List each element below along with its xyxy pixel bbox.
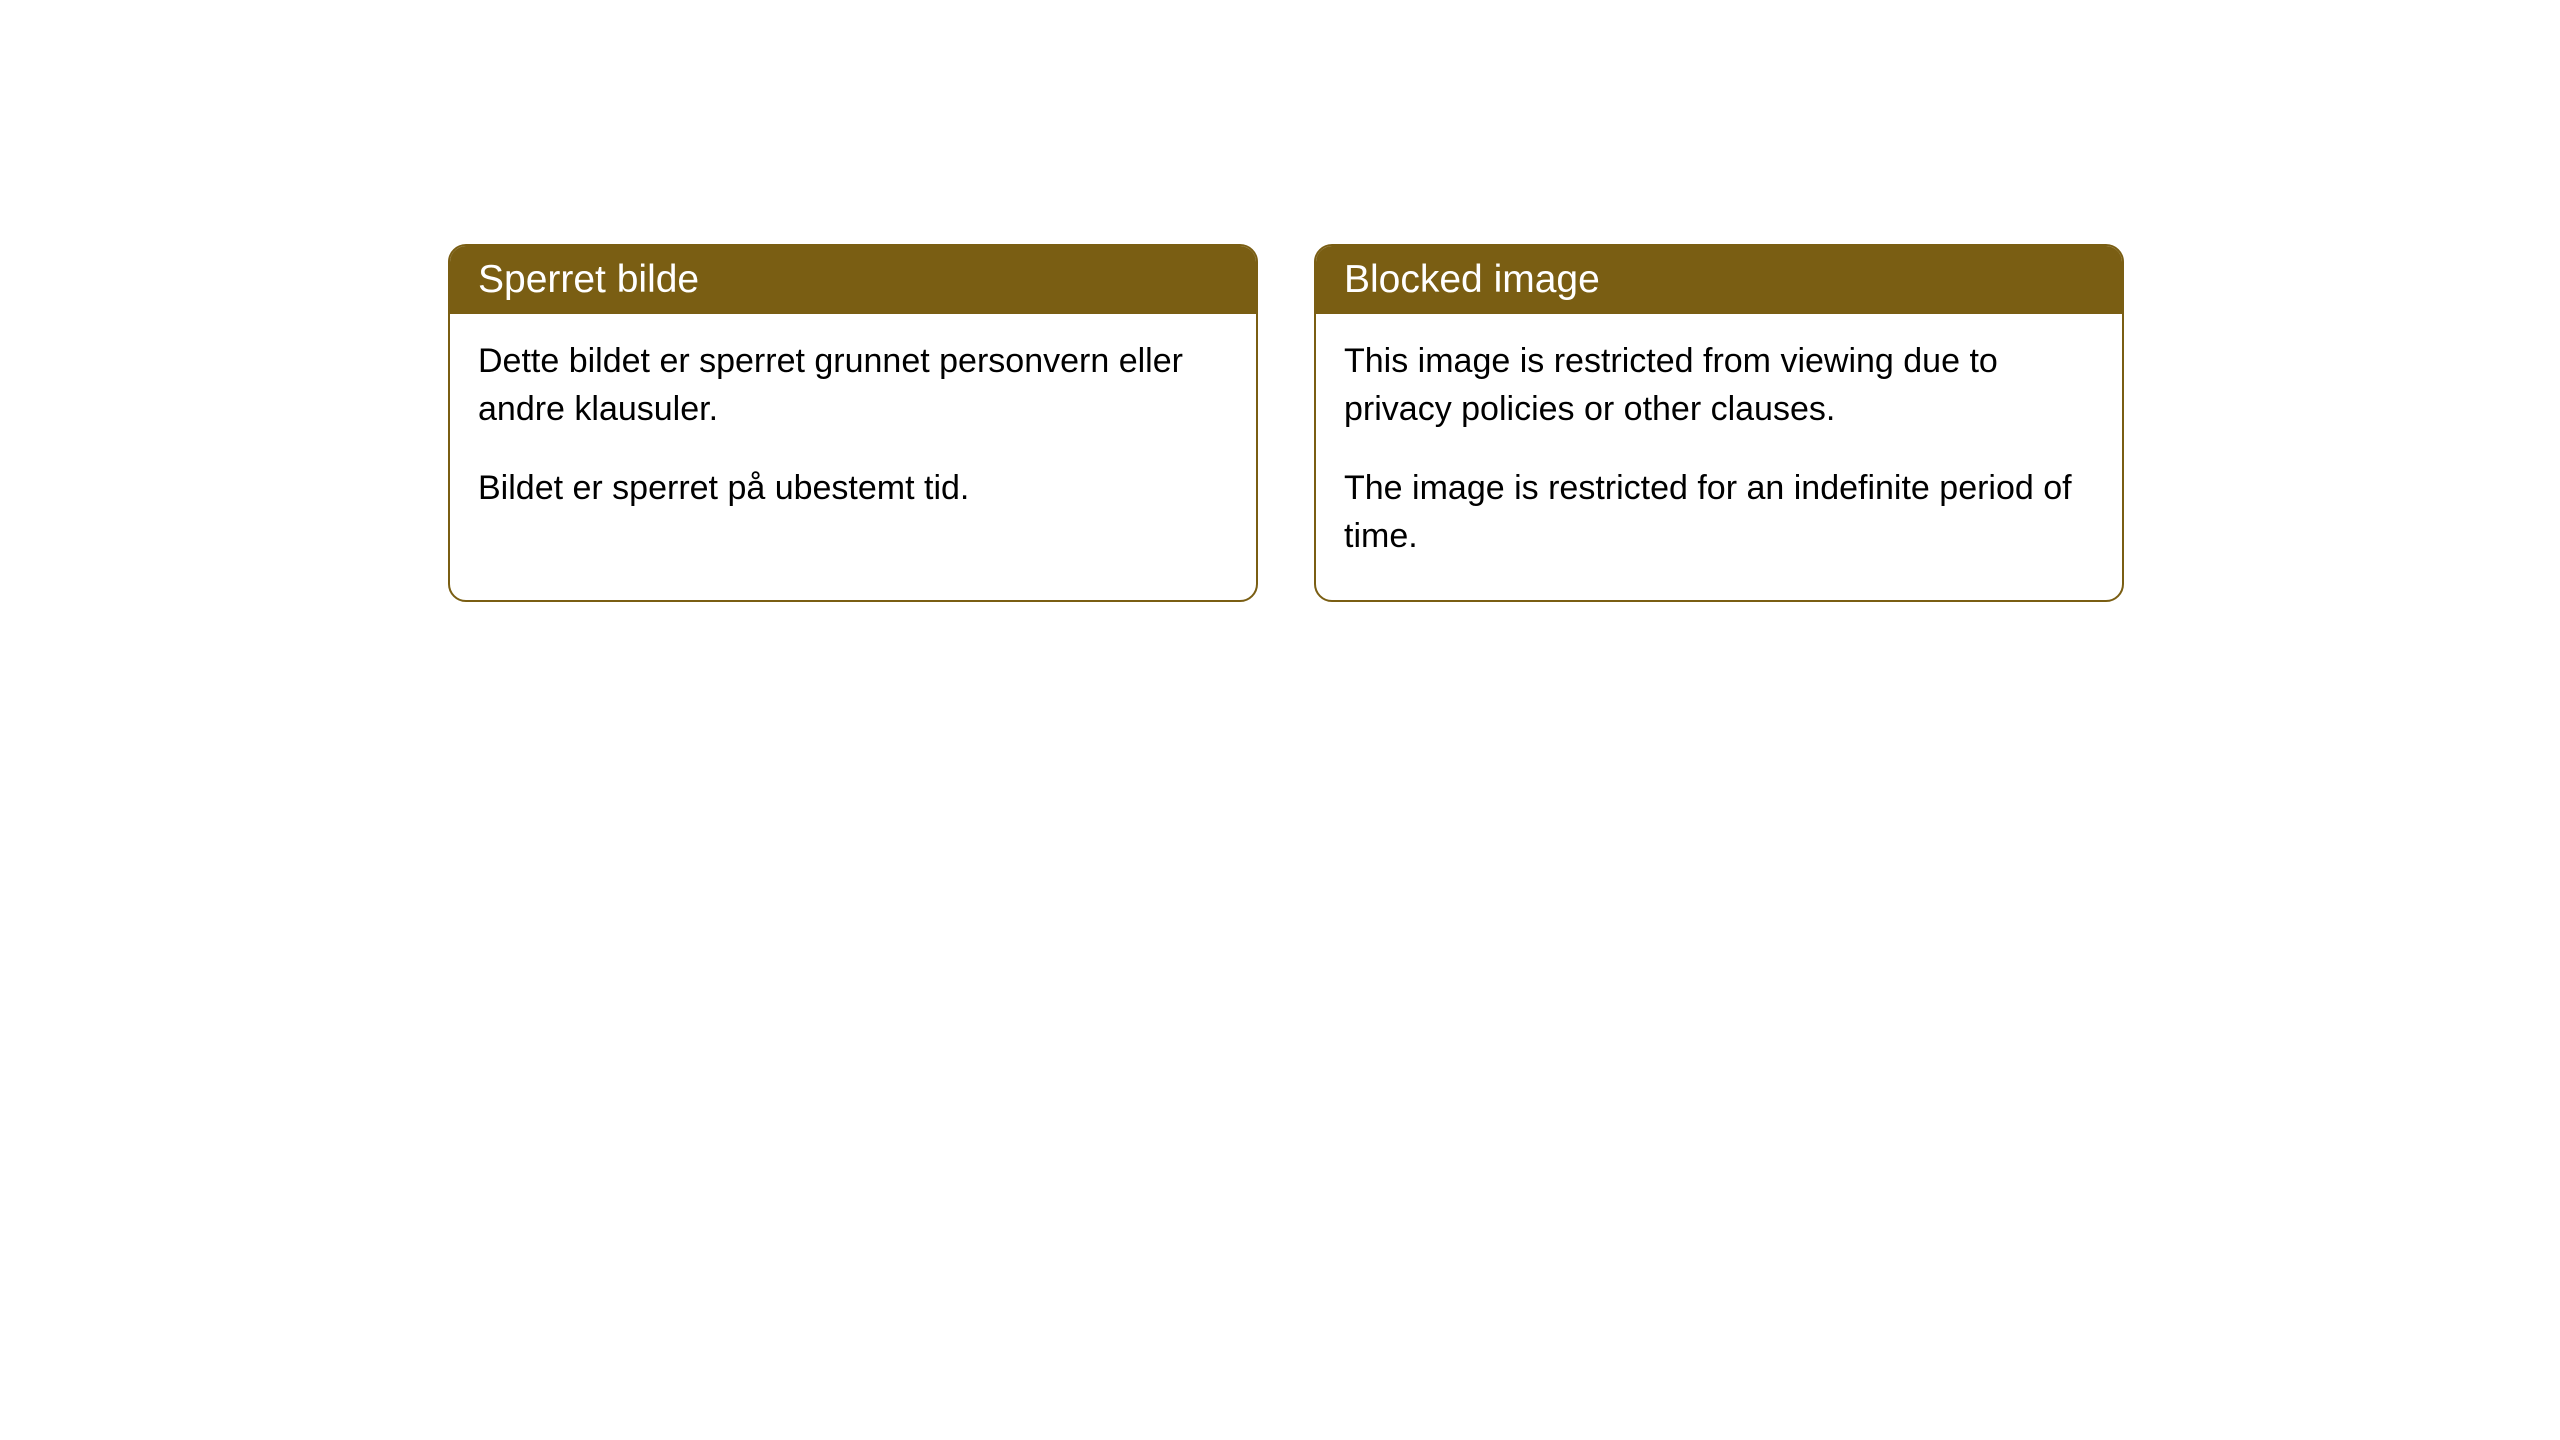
card-header: Blocked image [1316, 246, 2122, 314]
blocked-image-card-english: Blocked image This image is restricted f… [1314, 244, 2124, 602]
card-title: Sperret bilde [478, 258, 699, 301]
card-header: Sperret bilde [450, 246, 1256, 314]
card-body: This image is restricted from viewing du… [1316, 314, 2122, 600]
card-paragraph: Bildet er sperret på ubestemt tid. [478, 465, 1228, 513]
card-paragraph: The image is restricted for an indefinit… [1344, 465, 2094, 560]
blocked-image-card-norwegian: Sperret bilde Dette bildet er sperret gr… [448, 244, 1258, 602]
card-body: Dette bildet er sperret grunnet personve… [450, 314, 1256, 553]
card-title: Blocked image [1344, 258, 1600, 301]
notice-cards-container: Sperret bilde Dette bildet er sperret gr… [0, 0, 2560, 602]
card-paragraph: This image is restricted from viewing du… [1344, 338, 2094, 433]
card-paragraph: Dette bildet er sperret grunnet personve… [478, 338, 1228, 433]
